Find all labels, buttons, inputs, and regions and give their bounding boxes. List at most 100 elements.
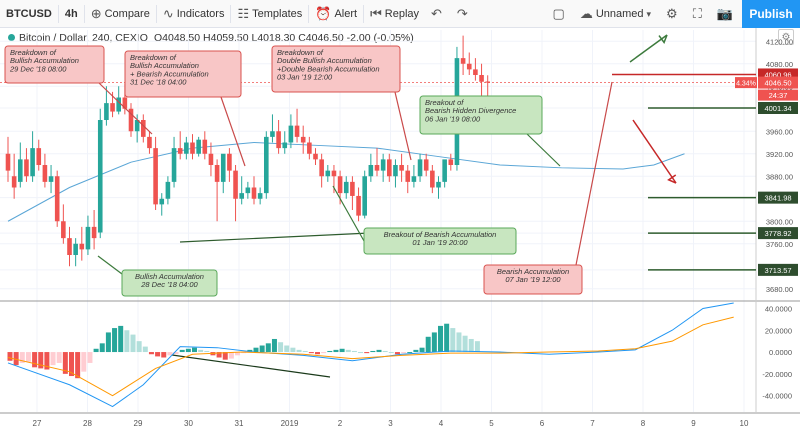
annotation-text: + Bearish Accumulation xyxy=(130,69,209,78)
candle-body xyxy=(97,120,103,233)
macd-histogram-bar xyxy=(271,338,277,353)
templates-button[interactable]: ☷ Templates xyxy=(231,0,308,28)
annotation-text: Bearish Hidden Divergence xyxy=(425,106,516,115)
last-price-tag xyxy=(758,76,798,89)
x-tick-label: 29 xyxy=(134,419,143,428)
annotation-box xyxy=(124,50,242,98)
x-tick-label: 30 xyxy=(184,419,193,428)
annotation-text: Breakdown of xyxy=(277,48,324,57)
level-price-label: 4060.96 xyxy=(764,70,791,79)
bar-timer-tag xyxy=(758,89,798,101)
candle-body xyxy=(417,159,423,177)
candle-body xyxy=(110,103,115,112)
alert-button[interactable]: ⏰ Alert xyxy=(309,0,363,28)
indicator-wave-icon: ∿ xyxy=(162,5,174,21)
price-tick-label: 3880.00 xyxy=(766,172,793,181)
candle-body xyxy=(374,165,380,171)
candle-body xyxy=(91,226,97,239)
annotation-text: Breakout of xyxy=(425,98,464,107)
x-tick-label: 31 xyxy=(235,419,244,428)
publish-button[interactable]: Publish xyxy=(742,0,800,28)
annotation-text: Breakdown of xyxy=(10,48,57,57)
candle-body xyxy=(61,221,66,239)
templates-label: Templates xyxy=(252,7,303,20)
divider xyxy=(230,4,232,23)
candle-body xyxy=(387,159,392,177)
level-price-tag xyxy=(758,191,798,204)
undo-button[interactable]: ↶ xyxy=(425,0,451,28)
macd-histogram-bar xyxy=(118,325,124,353)
layout-toggle-button[interactable]: ▢ xyxy=(547,0,574,28)
candle-body xyxy=(214,165,220,182)
annotation-text: Breakdown of xyxy=(130,53,177,62)
candle-body xyxy=(85,226,91,250)
interval-button[interactable]: 4h xyxy=(59,0,84,28)
annotation-pointer xyxy=(394,91,412,161)
annotation-pointer xyxy=(97,255,123,275)
candle-body xyxy=(227,153,232,171)
macd-histogram-bar xyxy=(431,332,437,353)
macd-histogram-bar xyxy=(99,343,105,353)
macd-histogram-bar xyxy=(419,347,425,353)
plus-circle-icon: ⊕ xyxy=(90,5,102,21)
candle-body xyxy=(24,159,29,177)
candle-body xyxy=(11,176,17,188)
symbol-search[interactable]: BTCUSD xyxy=(0,0,58,28)
publish-label: Publish xyxy=(749,7,793,21)
annotation-text: 28 Dec '18 04:00 xyxy=(140,280,198,289)
candle-body xyxy=(5,153,11,171)
bar-timer-label: 24:37 xyxy=(769,91,788,100)
price-tick-label: 3800.00 xyxy=(766,217,793,226)
candle-body xyxy=(307,142,312,154)
macd-histogram-bar xyxy=(358,352,364,354)
candle-body xyxy=(331,170,337,177)
macd-histogram-bar xyxy=(25,352,31,362)
macd-histogram-bar xyxy=(44,352,50,370)
chart-settings-icon[interactable]: ⚙ xyxy=(778,29,794,45)
annotation-pointer xyxy=(526,133,561,167)
snapshot-button[interactable]: 📷 xyxy=(711,0,742,28)
fullscreen-button[interactable]: ⛶ xyxy=(687,0,711,28)
indicators-button[interactable]: ∿ Indicators xyxy=(157,0,231,28)
level-price-tag xyxy=(758,263,798,276)
bullish-projection-arrow-head xyxy=(658,34,668,44)
symbol-label: BTCUSD xyxy=(6,7,52,20)
candle-body xyxy=(48,176,54,182)
candle-body xyxy=(128,108,134,132)
macd-histogram-bar xyxy=(228,352,234,359)
x-tick-label: 27 xyxy=(33,419,42,428)
macd-tick-label: -40.0000 xyxy=(762,392,792,401)
macd-histogram-bar xyxy=(185,348,191,353)
candle-body xyxy=(485,81,490,83)
redo-button[interactable]: ↷ xyxy=(451,0,477,28)
candle-body xyxy=(79,243,85,250)
replay-icon: ⏮ xyxy=(370,5,382,21)
macd-histogram-bar xyxy=(13,352,19,366)
annotation-text: Double Bullish Accumulation xyxy=(277,56,372,65)
macd-histogram-bar xyxy=(333,349,339,353)
macd-histogram-bar xyxy=(456,332,462,353)
macd-histogram-bar xyxy=(253,347,259,353)
replay-button[interactable]: ⏮ Replay xyxy=(364,0,425,28)
annotation-text: 07 Jan '19 12:00 xyxy=(505,275,561,284)
toolbar-right: ▢ ☁ Unnamed ▾ ⚙ ⛶ 📷 Publish xyxy=(547,0,800,28)
settings-button[interactable]: ⚙ xyxy=(660,0,687,28)
price-tick-label: 4120.00 xyxy=(766,37,793,46)
level-price-label: 3713.57 xyxy=(764,266,791,275)
macd-histogram-bar xyxy=(112,328,118,353)
macd-tick-label: 40.0000 xyxy=(765,304,792,313)
macd-histogram-bar xyxy=(136,341,142,353)
candle-body xyxy=(282,142,288,149)
macd-histogram-bar xyxy=(438,325,443,353)
annotation-text: +Double Bearish Accumulation xyxy=(277,64,380,73)
compare-button[interactable]: ⊕ Compare xyxy=(85,0,156,28)
chevron-down-icon: ▾ xyxy=(646,8,652,19)
layout-name-button[interactable]: ☁ Unnamed ▾ xyxy=(574,0,660,28)
macd-histogram-bar xyxy=(173,352,179,355)
candle-body xyxy=(147,136,152,149)
x-tick-label: 5 xyxy=(489,419,494,428)
candle-body xyxy=(405,170,411,182)
candle-body xyxy=(116,97,121,112)
candle-body xyxy=(159,198,165,205)
